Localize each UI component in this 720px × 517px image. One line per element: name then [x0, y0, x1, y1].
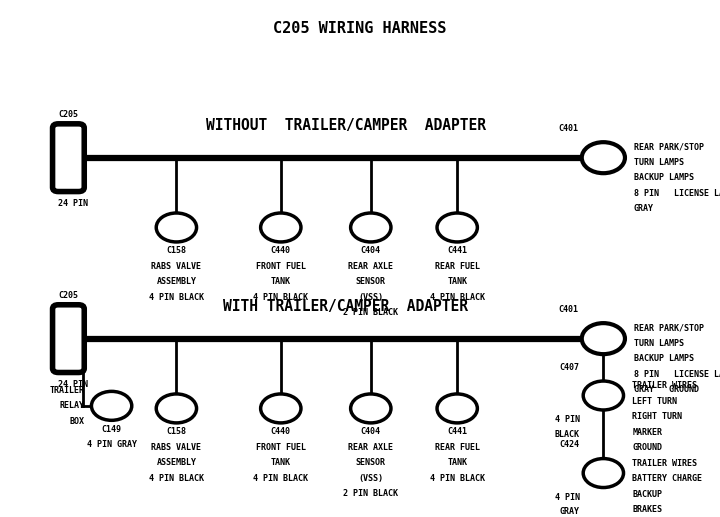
Text: 4 PIN BLACK: 4 PIN BLACK: [253, 293, 308, 301]
Text: TRAILER: TRAILER: [49, 386, 84, 395]
Text: FRONT FUEL: FRONT FUEL: [256, 262, 306, 270]
Text: 24 PIN: 24 PIN: [58, 199, 89, 208]
Text: REAR FUEL: REAR FUEL: [435, 262, 480, 270]
Text: RIGHT TURN: RIGHT TURN: [632, 412, 682, 421]
Text: (VSS): (VSS): [359, 293, 383, 301]
Text: (VSS): (VSS): [359, 474, 383, 482]
Circle shape: [351, 394, 391, 423]
Text: 4 PIN: 4 PIN: [554, 415, 580, 424]
Text: GRAY: GRAY: [559, 507, 580, 516]
Text: TANK: TANK: [271, 277, 291, 286]
Circle shape: [261, 394, 301, 423]
Text: REAR AXLE: REAR AXLE: [348, 262, 393, 270]
Text: C205 WIRING HARNESS: C205 WIRING HARNESS: [274, 21, 446, 36]
Circle shape: [437, 213, 477, 242]
Text: REAR PARK/STOP: REAR PARK/STOP: [634, 323, 703, 332]
Text: RABS VALVE: RABS VALVE: [151, 262, 202, 270]
Circle shape: [261, 213, 301, 242]
Text: REAR AXLE: REAR AXLE: [348, 443, 393, 451]
Text: FRONT FUEL: FRONT FUEL: [256, 443, 306, 451]
Text: TRAILER WIRES: TRAILER WIRES: [632, 381, 697, 390]
Text: 4 PIN BLACK: 4 PIN BLACK: [430, 474, 485, 482]
Text: C158: C158: [166, 427, 186, 436]
Text: BLACK: BLACK: [554, 430, 580, 438]
Text: C205: C205: [58, 291, 78, 300]
Text: LEFT TURN: LEFT TURN: [632, 397, 677, 405]
Text: WITH TRAILER/CAMPER  ADAPTER: WITH TRAILER/CAMPER ADAPTER: [223, 299, 468, 314]
Text: C440: C440: [271, 427, 291, 436]
Circle shape: [582, 142, 625, 173]
Text: REAR PARK/STOP: REAR PARK/STOP: [634, 142, 703, 151]
Text: RABS VALVE: RABS VALVE: [151, 443, 202, 451]
Text: C404: C404: [361, 246, 381, 255]
Text: BRAKES: BRAKES: [632, 505, 662, 514]
Text: 24 PIN: 24 PIN: [58, 379, 89, 389]
Circle shape: [91, 391, 132, 420]
Text: GROUND: GROUND: [632, 443, 662, 452]
Circle shape: [583, 381, 624, 410]
Circle shape: [351, 213, 391, 242]
FancyBboxPatch shape: [53, 124, 84, 192]
Text: 4 PIN: 4 PIN: [554, 493, 580, 501]
Text: GRAY: GRAY: [634, 204, 654, 213]
Text: TANK: TANK: [271, 458, 291, 467]
Text: 8 PIN   LICENSE LAMPS: 8 PIN LICENSE LAMPS: [634, 189, 720, 197]
Text: TANK: TANK: [447, 277, 467, 286]
Text: ASSEMBLY: ASSEMBLY: [156, 458, 197, 467]
Circle shape: [156, 394, 197, 423]
Text: C407: C407: [559, 363, 580, 372]
Text: C441: C441: [447, 246, 467, 255]
Text: BACKUP LAMPS: BACKUP LAMPS: [634, 173, 693, 182]
Text: TURN LAMPS: TURN LAMPS: [634, 339, 683, 347]
Text: BOX: BOX: [69, 417, 84, 426]
Text: MARKER: MARKER: [632, 428, 662, 436]
Text: C401: C401: [558, 305, 578, 314]
Text: SENSOR: SENSOR: [356, 458, 386, 467]
Text: C404: C404: [361, 427, 381, 436]
FancyBboxPatch shape: [53, 305, 84, 372]
Text: TRAILER WIRES: TRAILER WIRES: [632, 459, 697, 467]
Circle shape: [437, 394, 477, 423]
Circle shape: [156, 213, 197, 242]
Circle shape: [582, 323, 625, 354]
Text: TANK: TANK: [447, 458, 467, 467]
Text: C424: C424: [559, 440, 580, 449]
Text: 8 PIN   LICENSE LAMPS: 8 PIN LICENSE LAMPS: [634, 370, 720, 378]
Text: 4 PIN BLACK: 4 PIN BLACK: [149, 293, 204, 301]
Text: 2 PIN BLACK: 2 PIN BLACK: [343, 489, 398, 498]
Text: C401: C401: [558, 124, 578, 133]
Text: C205: C205: [58, 110, 78, 119]
Text: BACKUP: BACKUP: [632, 490, 662, 498]
Text: GRAY   GROUND: GRAY GROUND: [634, 385, 698, 394]
Text: C440: C440: [271, 246, 291, 255]
Text: RELAY: RELAY: [59, 401, 84, 410]
Text: TURN LAMPS: TURN LAMPS: [634, 158, 683, 166]
Text: 4 PIN BLACK: 4 PIN BLACK: [253, 474, 308, 482]
Text: ASSEMBLY: ASSEMBLY: [156, 277, 197, 286]
Text: C441: C441: [447, 427, 467, 436]
Text: 4 PIN BLACK: 4 PIN BLACK: [430, 293, 485, 301]
Text: C158: C158: [166, 246, 186, 255]
Text: BATTERY CHARGE: BATTERY CHARGE: [632, 474, 702, 483]
Circle shape: [583, 459, 624, 488]
Text: WITHOUT  TRAILER/CAMPER  ADAPTER: WITHOUT TRAILER/CAMPER ADAPTER: [206, 118, 485, 133]
Text: 4 PIN GRAY: 4 PIN GRAY: [86, 440, 137, 449]
Text: SENSOR: SENSOR: [356, 277, 386, 286]
Text: 4 PIN BLACK: 4 PIN BLACK: [149, 474, 204, 482]
Text: BACKUP LAMPS: BACKUP LAMPS: [634, 354, 693, 363]
Text: C149: C149: [102, 425, 122, 434]
Text: REAR FUEL: REAR FUEL: [435, 443, 480, 451]
Text: 2 PIN BLACK: 2 PIN BLACK: [343, 308, 398, 317]
